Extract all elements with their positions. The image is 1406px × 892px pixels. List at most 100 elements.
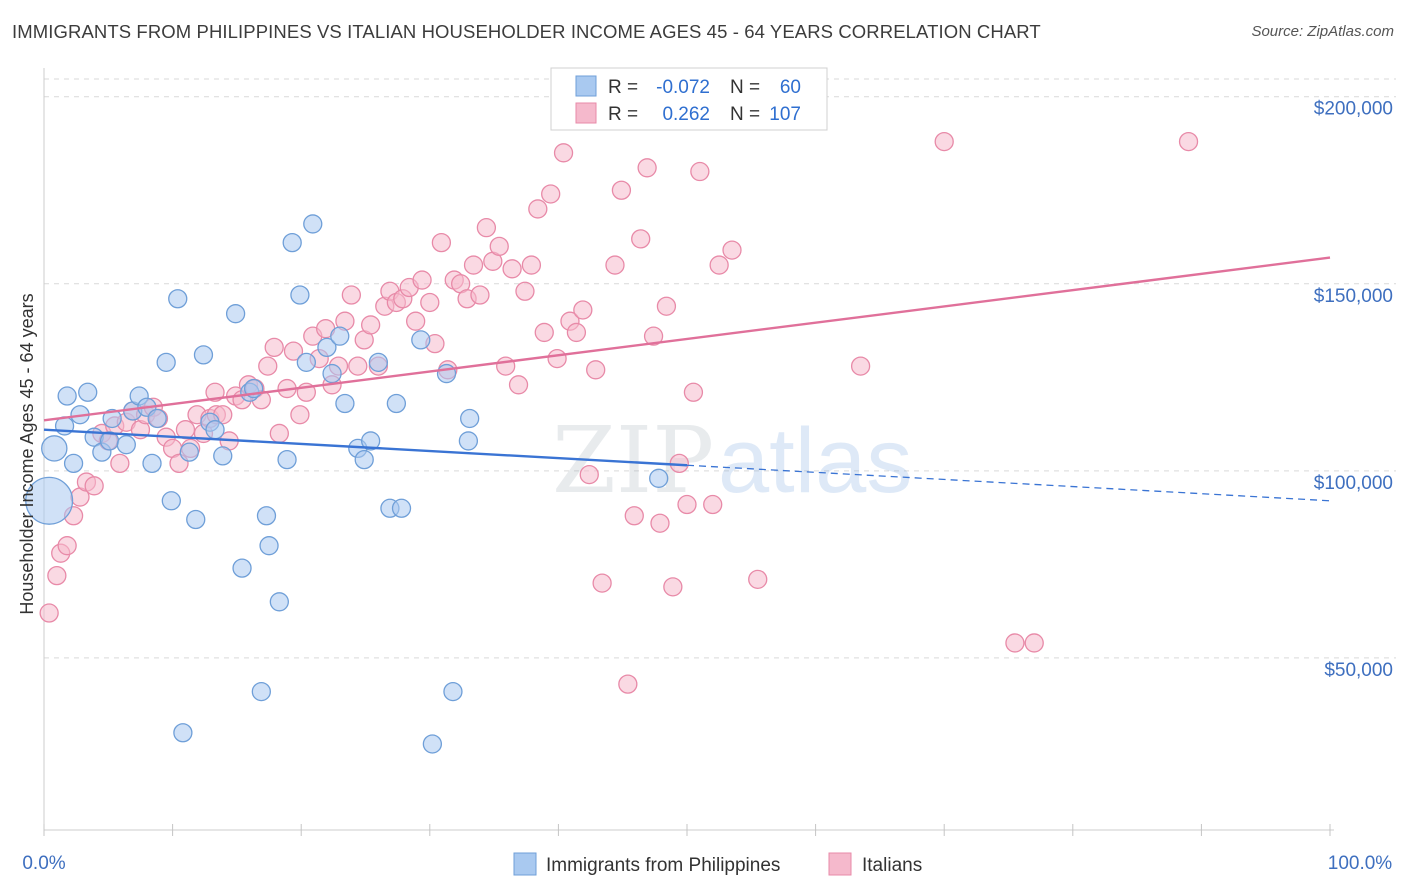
top-legend-n-label-2: N = <box>730 104 760 125</box>
point-italians <box>1178 131 1199 152</box>
point-philippines <box>386 393 407 414</box>
top-legend: R = -0.072 N = 60 R = 0.262 N = 107 <box>550 67 828 131</box>
point-italians <box>84 476 104 496</box>
bottom-legend-label-italians: Italians <box>862 855 922 876</box>
point-italians <box>690 161 710 182</box>
point-italians <box>521 255 542 275</box>
point-philippines <box>147 408 167 429</box>
point-italians <box>205 382 225 402</box>
point-italians <box>650 513 670 533</box>
point-philippines <box>57 386 77 406</box>
point-philippines <box>156 352 176 373</box>
y-axis-tick-labels: $50,000 $100,000 $150,000 $200,000 <box>1314 99 1393 681</box>
point-italians <box>47 565 67 586</box>
point-italians <box>566 322 587 343</box>
point-philippines <box>317 337 337 358</box>
point-philippines <box>649 468 669 488</box>
point-italians <box>290 405 310 425</box>
point-philippines <box>225 304 246 324</box>
point-italians <box>110 453 130 474</box>
point-philippines <box>142 453 162 474</box>
point-italians <box>586 360 606 380</box>
point-philippines <box>193 345 214 365</box>
top-legend-n-label-1: N = <box>730 77 760 98</box>
point-philippines <box>41 435 68 462</box>
point-italians <box>283 341 304 361</box>
point-philippines <box>78 382 98 402</box>
point-philippines <box>269 592 289 612</box>
watermark-atlas: atlas <box>718 410 912 512</box>
point-philippines <box>360 431 381 451</box>
point-italians <box>703 494 723 515</box>
point-italians <box>348 356 368 376</box>
top-legend-swatch-italians <box>575 102 597 124</box>
point-italians <box>269 423 289 444</box>
point-philippines <box>179 442 199 462</box>
x-tick-label-min: 0.0% <box>22 853 65 874</box>
point-philippines <box>116 435 136 455</box>
chart-title: IMMIGRANTS FROM PHILIPPINES VS ITALIAN H… <box>12 21 1041 42</box>
point-philippines <box>186 509 206 530</box>
point-philippines <box>411 330 431 350</box>
point-italians <box>709 255 729 275</box>
point-philippines <box>460 408 480 429</box>
point-philippines <box>213 446 233 466</box>
point-italians <box>502 259 522 279</box>
y-tick-label: $200,000 <box>1314 99 1393 120</box>
bottom-legend-swatch-philippines <box>513 852 537 876</box>
point-italians <box>258 356 278 376</box>
point-italians <box>934 131 954 152</box>
point-italians <box>412 270 432 290</box>
point-philippines <box>290 285 310 305</box>
y-tick-label: $150,000 <box>1314 286 1393 307</box>
point-italians <box>57 536 77 556</box>
point-italians <box>547 348 567 369</box>
point-philippines <box>458 431 479 451</box>
point-philippines <box>296 352 316 373</box>
chart-source: Source: ZipAtlas.com <box>1251 23 1394 40</box>
point-italians <box>476 218 497 238</box>
point-philippines <box>251 681 271 702</box>
point-italians <box>1024 633 1044 653</box>
point-philippines <box>303 214 323 234</box>
top-legend-r-value-1: -0.072 <box>656 77 710 98</box>
point-italians <box>470 285 490 305</box>
point-italians <box>515 281 535 301</box>
x-axis-ticks <box>43 824 1331 836</box>
point-italians <box>683 382 704 402</box>
point-italians <box>631 229 651 249</box>
point-philippines <box>63 453 84 474</box>
point-philippines <box>161 491 181 511</box>
point-philippines <box>282 232 302 253</box>
point-philippines <box>330 326 350 346</box>
point-philippines <box>259 536 279 556</box>
y-axis-label: Householder Income Ages 45 - 64 years <box>17 293 37 614</box>
point-italians <box>406 311 426 331</box>
point-italians <box>39 603 59 623</box>
top-legend-n-value-2: 107 <box>769 104 801 125</box>
point-italians <box>553 143 574 163</box>
bottom-legend: Immigrants from Philippines Italians <box>513 852 922 876</box>
point-philippines <box>168 289 188 309</box>
point-italians <box>618 674 638 694</box>
top-legend-swatch-philippines <box>575 75 597 97</box>
point-philippines <box>256 506 277 526</box>
point-italians <box>496 356 516 376</box>
point-philippines <box>391 498 412 518</box>
point-italians <box>748 569 768 590</box>
point-italians <box>677 494 697 515</box>
point-italians <box>489 236 509 257</box>
point-italians <box>663 577 683 597</box>
point-italians <box>592 573 612 593</box>
x-tick-label-max: 100.0% <box>1328 853 1393 874</box>
point-italians <box>656 296 677 316</box>
point-philippines <box>277 449 297 470</box>
top-legend-r-label-1: R = <box>608 77 638 98</box>
point-italians <box>605 255 625 275</box>
y-tick-label: $50,000 <box>1324 660 1393 681</box>
trend-lines <box>43 256 1331 502</box>
point-italians <box>534 322 554 343</box>
point-philippines <box>422 734 443 754</box>
top-legend-box <box>550 67 828 131</box>
